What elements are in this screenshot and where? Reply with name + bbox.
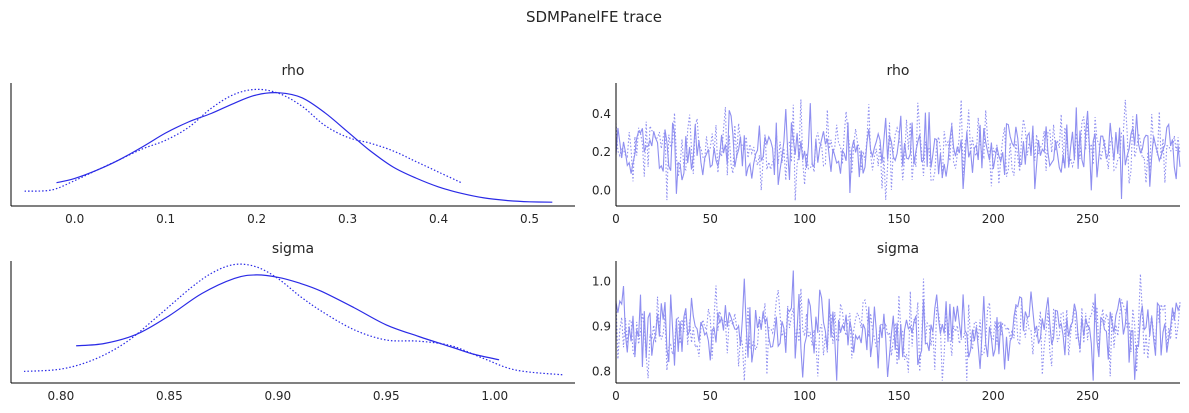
- x-tick-label: 250: [1076, 389, 1099, 403]
- series-dotted: [24, 88, 462, 192]
- x-tick-label: 250: [1076, 212, 1099, 226]
- x-tick-label: 200: [982, 389, 1005, 403]
- x-tick-label: 150: [887, 212, 910, 226]
- y-tick-label: 0.0: [592, 184, 611, 198]
- x-tick-label: 0.85: [156, 389, 183, 403]
- y-tick-label: 1.0: [592, 274, 611, 288]
- series-solid: [615, 270, 1181, 381]
- x-tick-label: 200: [982, 212, 1005, 226]
- y-tick-label: 0.4: [592, 107, 611, 121]
- x-tick-label: 0.0: [65, 212, 84, 226]
- series-solid: [56, 92, 553, 203]
- x-tick-label: 0.2: [247, 212, 266, 226]
- x-tick-label: 1.00: [481, 389, 508, 403]
- panel-density-rho: rho 0.0 0.1 0.2 0.3 0.4 0.5: [10, 63, 575, 226]
- x-tick-label: 0.4: [429, 212, 448, 226]
- x-tick-label: 100: [793, 389, 816, 403]
- x-tick-label: 0.5: [520, 212, 539, 226]
- x-tick-label: 0.95: [373, 389, 400, 403]
- x-tick-label: 150: [887, 389, 910, 403]
- x-tick-label: 0.90: [264, 389, 291, 403]
- y-tick-label: 0.2: [592, 145, 611, 159]
- panel-title: rho: [887, 63, 910, 79]
- x-tick-label: 50: [703, 212, 718, 226]
- series-dotted: [23, 263, 565, 376]
- series-dotted: [615, 99, 1181, 201]
- x-tick-label: 100: [793, 212, 816, 226]
- panels: rho 0.0 0.1 0.2 0.3 0.4 0.5 rho 0 50 100 150 200 250 0…: [10, 63, 1181, 403]
- x-tick-label: 0.80: [48, 389, 75, 403]
- series-solid: [76, 274, 500, 361]
- panel-title: sigma: [272, 241, 314, 257]
- panel-title: rho: [282, 63, 305, 79]
- x-tick-label: 50: [703, 389, 718, 403]
- x-tick-label: 0.3: [338, 212, 357, 226]
- panel-trace-sigma: sigma 0 50 100 150 200 250 0.8 0.9 1.0: [592, 241, 1181, 403]
- series-dotted: [615, 273, 1181, 381]
- x-tick-label: 0.1: [156, 212, 175, 226]
- x-tick-label: 0: [612, 389, 620, 403]
- panel-density-sigma: sigma 0.80 0.85 0.90 0.95 1.00: [10, 241, 575, 403]
- y-tick-label: 0.8: [592, 365, 611, 379]
- panel-trace-rho: rho 0 50 100 150 200 250 0.0 0.2 0.4: [592, 63, 1181, 226]
- x-tick-label: 0: [612, 212, 620, 226]
- panel-title: sigma: [877, 241, 919, 257]
- figure-title: SDMPanelFE trace: [526, 8, 662, 26]
- series-solid: [615, 103, 1181, 200]
- y-tick-label: 0.9: [592, 320, 611, 334]
